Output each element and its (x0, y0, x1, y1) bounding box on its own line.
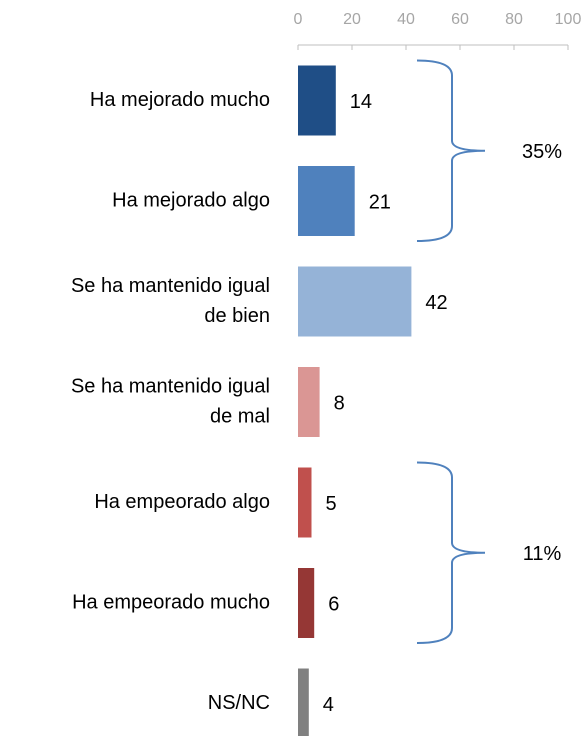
value-label: 8 (334, 392, 345, 414)
x-tick-label: 60 (451, 11, 469, 28)
bar (298, 467, 312, 538)
category-label: de mal (210, 405, 270, 427)
x-tick-label: 100 (555, 11, 582, 28)
value-label: 14 (350, 91, 372, 113)
category-label: Se ha mantenido igual (71, 375, 270, 397)
brace (416, 59, 486, 242)
category-label: de bien (204, 305, 270, 327)
category-label: Ha mejorado mucho (90, 89, 270, 111)
brace (416, 461, 486, 644)
annotation: 11% (523, 543, 562, 565)
x-tick-label: 0 (294, 11, 303, 28)
bar (298, 668, 309, 736)
category-label: Ha empeorado algo (94, 491, 270, 513)
x-tick-label: 40 (397, 11, 415, 28)
bar (298, 266, 412, 337)
bar (298, 568, 315, 638)
category-label: Ha mejorado algo (112, 189, 270, 211)
value-label: 4 (323, 694, 334, 716)
value-label: 42 (425, 292, 447, 314)
bar (298, 367, 320, 437)
category-label: Ha empeorado mucho (72, 591, 270, 613)
category-label: NS/NC (208, 692, 270, 714)
bar (298, 166, 355, 236)
x-tick-label: 80 (505, 11, 523, 28)
annotation: 35% (522, 141, 562, 163)
category-label: Se ha mantenido igual (71, 275, 270, 297)
bar (298, 65, 336, 136)
value-label: 5 (326, 493, 337, 515)
value-label: 6 (328, 593, 339, 615)
value-label: 21 (369, 191, 391, 213)
x-tick-label: 20 (343, 11, 361, 28)
